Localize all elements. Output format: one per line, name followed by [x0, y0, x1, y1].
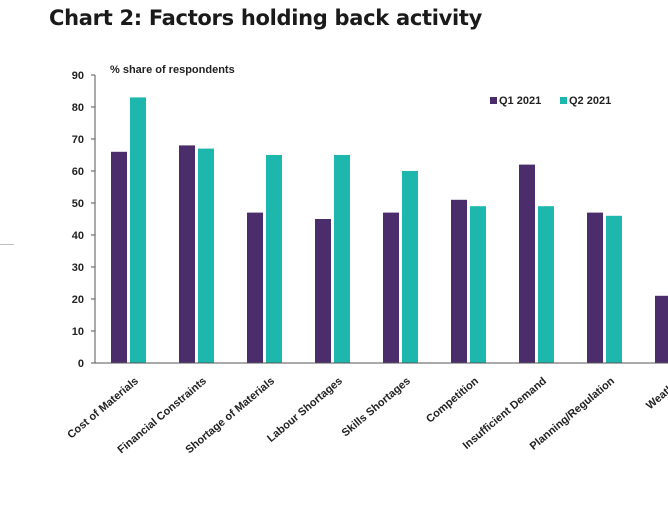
- y-axis-unit-label: % share of respondents: [110, 64, 235, 76]
- bar: [334, 155, 350, 363]
- bar: [402, 171, 418, 363]
- bar: [451, 199, 467, 363]
- category-label: Cost of Materials: [65, 375, 141, 441]
- chart-title: Chart 2: Factors holding back activity: [49, 6, 483, 30]
- divider: [0, 244, 14, 245]
- y-tick-label: 0: [78, 358, 84, 370]
- bar: [383, 212, 399, 363]
- y-axis: 0 10 20 30 40 50 60 70 80 90: [72, 70, 96, 370]
- bars: [111, 97, 668, 364]
- legend-swatch: [560, 97, 567, 104]
- bar: [266, 155, 282, 363]
- y-tick-label: 20: [72, 294, 84, 306]
- bar: [179, 145, 195, 363]
- y-tick-label: 50: [72, 198, 84, 210]
- y-tick-label: 70: [72, 134, 84, 146]
- bar: [247, 212, 263, 363]
- bar: [315, 219, 331, 363]
- bar: [606, 215, 622, 363]
- y-tick-label: 10: [72, 326, 84, 338]
- bar: [470, 206, 486, 363]
- bar: [538, 206, 554, 363]
- bar: [655, 295, 668, 363]
- legend-label: Q2 2021: [569, 95, 611, 107]
- y-tick-label: 90: [72, 70, 84, 82]
- category-label: Weather: [644, 375, 668, 412]
- category-label: Competition: [424, 375, 481, 426]
- bar: [519, 164, 535, 363]
- legend-swatch: [490, 97, 497, 104]
- legend: Q1 2021 Q2 2021: [490, 95, 611, 107]
- category-label: Labour Shortages: [265, 375, 345, 445]
- legend-label: Q1 2021: [499, 95, 541, 107]
- y-tick-label: 60: [72, 166, 84, 178]
- y-tick-label: 30: [72, 262, 84, 274]
- bar: [111, 151, 127, 363]
- bar: [587, 212, 603, 363]
- y-tick-label: 80: [72, 102, 84, 114]
- bar: [198, 148, 214, 363]
- bar: [130, 97, 146, 364]
- category-label: Skills Shortages: [340, 375, 413, 439]
- y-tick-label: 40: [72, 230, 84, 242]
